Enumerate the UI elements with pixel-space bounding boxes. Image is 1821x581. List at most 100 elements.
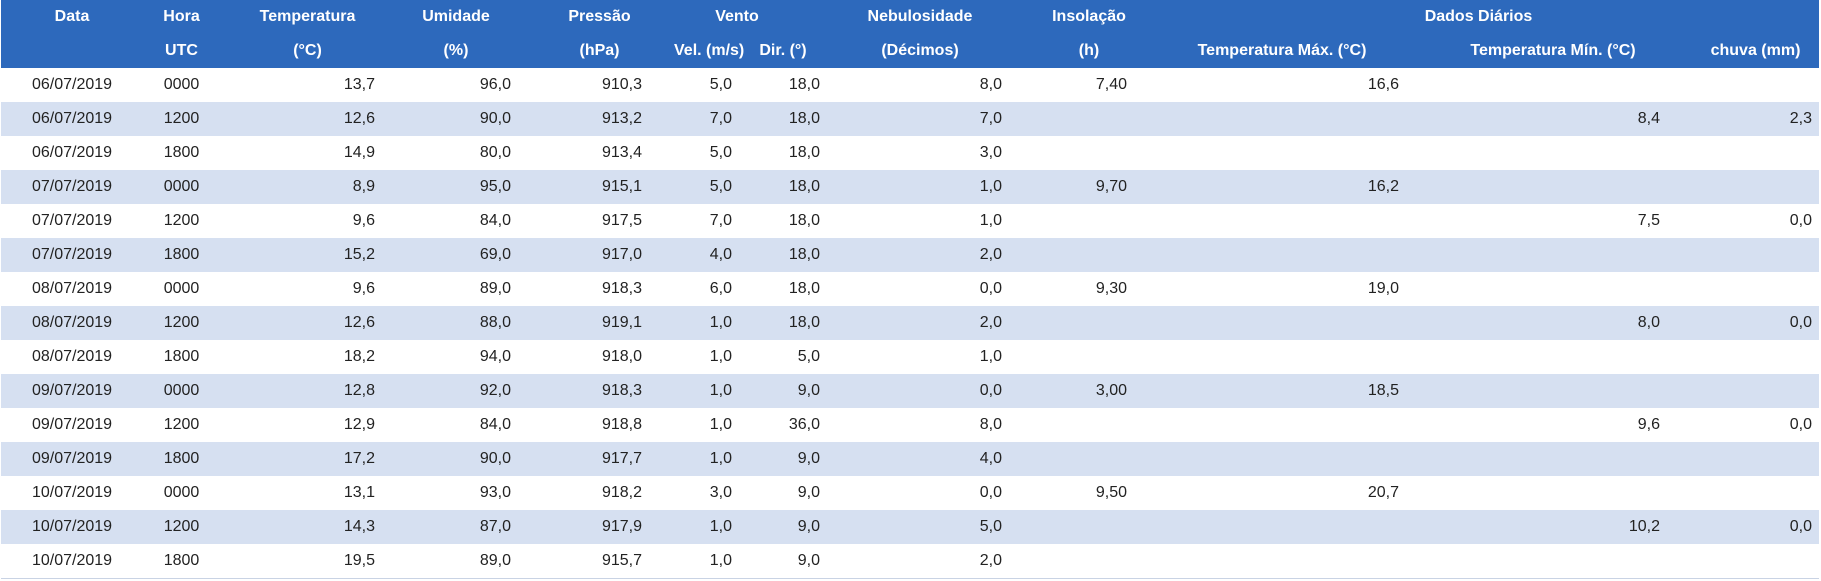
- cell-chuva: [1668, 374, 1820, 408]
- cell-temp-max: [1138, 204, 1402, 238]
- table-row: 06/07/2019 1200 12,6 90,0 913,2 7,0 18,0 7,0 8,4…: [1, 102, 1820, 136]
- table-row: 08/07/2019 1800 18,2 94,0 918,0 1,0 5,0 1,0: [1, 340, 1819, 374]
- col-header-data: Data: [1, 0, 143, 34]
- table-row: 06/07/2019 0000 13,7 96,0 910,3 5,0 18,0 8,0 7,4…: [1, 68, 1819, 102]
- table-row: 09/07/2019 1800 17,2 90,0 917,7 1,0 9,0 4,0: [1, 442, 1820, 476]
- table-row: 10/07/2019 0000 13,1 93,0 918,2 3,0 9,0 0,0 9,50…: [1, 476, 1819, 510]
- cell-temp-min: [1402, 544, 1668, 579]
- cell-temperatura: 17,2: [220, 442, 377, 476]
- cell-vento-dir: 9,0: [732, 442, 822, 476]
- cell-umidade: 87,0: [377, 510, 513, 544]
- cell-chuva: 0,0: [1668, 306, 1820, 340]
- cell-pressao: 915,7: [513, 544, 644, 579]
- cell-umidade: 89,0: [479, 280, 511, 297]
- table-row: 06/07/2019 1800 14,9 80,0 913,4 5,0 18,0 3,0: [1, 136, 1819, 170]
- cell-temp-max: 19,0: [1367, 280, 1399, 297]
- cell-vento-dir: 9,0: [732, 544, 822, 579]
- cell-nebulosidade: 7,0: [822, 102, 1002, 136]
- cell-data: 07/07/2019: [1, 238, 143, 272]
- cell-insolacao: 9,70: [1002, 170, 1138, 204]
- table-row: 09/07/2019 0000 12,8 92,0 918,3 1,0 9,0 0,0 3,00…: [1, 374, 1820, 408]
- col-subheader-temp-max: Temperatura Máx. (°C): [1138, 34, 1402, 68]
- col-subheader-temp-min: Temperatura Mín. (°C): [1402, 34, 1668, 68]
- table-row: 07/07/2019 1800 15,2 69,0 917,0 4,0 18,0 2,0: [1, 238, 1820, 272]
- cell-temp-min: [1402, 238, 1668, 272]
- cell-pressao: 915,1: [513, 170, 644, 204]
- table-row: 07/07/2019 0000 8,9 95,0 915,1 5,0 18,0 1,0 9,70…: [1, 170, 1820, 204]
- col-subheader-nebulosidade: (Décimos): [822, 34, 1002, 68]
- cell-insolacao: [1002, 340, 1138, 374]
- cell-nebulosidade: 3,0: [979, 144, 1002, 161]
- cell-vento-dir: 9,0: [797, 484, 820, 501]
- cell-pressao: 917,5: [601, 212, 642, 229]
- cell-temp-max: [1138, 442, 1402, 476]
- cell-hora: 0000: [163, 76, 200, 93]
- cell-nebulosidade: 8,0: [979, 76, 1002, 93]
- cell-vento-vel: 1,0: [644, 306, 732, 340]
- cell-pressao: 917,0: [513, 238, 644, 272]
- cell-temperatura: 12,9: [343, 416, 375, 433]
- cell-umidade: 89,0: [377, 544, 513, 579]
- cell-vento-vel: 1,0: [709, 348, 732, 365]
- cell-hora: 1800: [163, 348, 200, 365]
- cell-vento-dir: 5,0: [797, 348, 820, 365]
- cell-vento-dir: 18,0: [788, 212, 820, 229]
- cell-temp-max: 16,2: [1138, 170, 1402, 204]
- cell-data: 10/07/2019: [31, 484, 113, 501]
- cell-temperatura: 13,7: [343, 76, 375, 93]
- cell-vento-vel: 7,0: [709, 212, 732, 229]
- cell-hora: 1800: [143, 544, 220, 579]
- cell-insolacao: 9,50: [1095, 484, 1127, 501]
- cell-temperatura: 12,6: [220, 102, 377, 136]
- cell-temp-min: 8,4: [1402, 102, 1668, 136]
- cell-chuva: [1668, 442, 1820, 476]
- cell-vento-dir: 18,0: [732, 238, 822, 272]
- cell-umidade: 95,0: [377, 170, 513, 204]
- cell-temperatura: 9,6: [352, 280, 375, 297]
- cell-vento-vel: 7,0: [644, 102, 732, 136]
- cell-vento-vel: 1,0: [644, 442, 732, 476]
- cell-chuva: 2,3: [1668, 102, 1820, 136]
- cell-umidade: 94,0: [479, 348, 511, 365]
- cell-vento-dir: 18,0: [732, 170, 822, 204]
- cell-temperatura: 12,8: [220, 374, 377, 408]
- cell-nebulosidade: 1,0: [979, 212, 1002, 229]
- cell-insolacao: 3,00: [1002, 374, 1138, 408]
- cell-umidade: 69,0: [377, 238, 513, 272]
- cell-temperatura: 14,9: [343, 144, 375, 161]
- col-header-vento: Vento: [644, 0, 822, 34]
- col-subheader-hora: UTC: [143, 34, 220, 68]
- cell-chuva: 0,0: [1789, 212, 1813, 229]
- cell-temperatura: 13,1: [343, 484, 375, 501]
- cell-umidade: 84,0: [479, 212, 511, 229]
- cell-temp-max: [1138, 306, 1402, 340]
- cell-insolacao: [1002, 136, 1138, 170]
- col-subheader-pressao: (hPa): [513, 34, 644, 68]
- cell-data: 09/07/2019: [31, 416, 113, 433]
- col-header-pressao: Pressão: [513, 0, 644, 34]
- cell-temp-min: 9,6: [1637, 416, 1660, 433]
- cell-umidade: 90,0: [377, 102, 513, 136]
- cell-umidade: 92,0: [377, 374, 513, 408]
- cell-pressao: 913,4: [601, 144, 642, 161]
- cell-umidade: 80,0: [479, 144, 511, 161]
- cell-nebulosidade: 1,0: [979, 348, 1002, 365]
- cell-temp-max: 16,6: [1367, 76, 1399, 93]
- cell-vento-dir: 18,0: [732, 306, 822, 340]
- col-header-nebulosidade: Nebulosidade: [822, 0, 1002, 34]
- cell-nebulosidade: 0,0: [979, 280, 1002, 297]
- cell-temp-max: [1138, 408, 1402, 442]
- cell-temperatura: 9,6: [352, 212, 375, 229]
- cell-vento-vel: 3,0: [709, 484, 732, 501]
- cell-umidade: 90,0: [377, 442, 513, 476]
- cell-pressao: 918,3: [601, 280, 642, 297]
- cell-vento-vel: 1,0: [644, 544, 732, 579]
- table-row: 08/07/2019 0000 9,6 89,0 918,3 6,0 18,0 0,0 9,30…: [1, 272, 1819, 306]
- cell-hora: 1200: [163, 416, 200, 433]
- cell-data: 09/07/2019: [1, 374, 143, 408]
- table-body: 06/07/2019 0000 13,7 96,0 910,3 5,0 18,0 8,0 7,4…: [1, 68, 1820, 579]
- table-row: 07/07/2019 1200 9,6 84,0 917,5 7,0 18,0 1,0 7,5 0…: [1, 204, 1819, 238]
- cell-vento-dir: 9,0: [732, 510, 822, 544]
- cell-temp-max: [1138, 238, 1402, 272]
